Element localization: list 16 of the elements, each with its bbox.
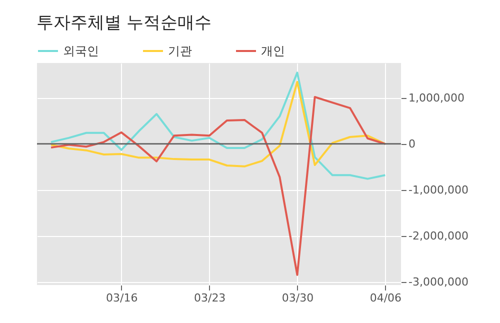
x-tick-label: 03/23: [194, 292, 226, 304]
y-tick-label: -3,000,000: [408, 275, 468, 288]
line-series: [50, 72, 386, 180]
legend-label: 기관: [168, 44, 192, 58]
line-series: [50, 96, 386, 276]
y-tick-label: -2,000,000: [408, 229, 468, 242]
y-tick-label: 1,000,000: [408, 91, 464, 104]
chart-title: 투자주체별 누적순매수: [36, 13, 212, 33]
y-tick-label: 0: [408, 137, 416, 150]
legend-label: 외국인: [63, 44, 99, 58]
y-tick-label: -1,000,000: [408, 183, 468, 196]
x-tick-label: 04/06: [370, 292, 402, 304]
line-series: [50, 80, 386, 168]
x-tick-label: 03/30: [282, 292, 314, 304]
x-tick-label: 03/16: [106, 292, 138, 304]
legend-label: 개인: [261, 44, 285, 58]
